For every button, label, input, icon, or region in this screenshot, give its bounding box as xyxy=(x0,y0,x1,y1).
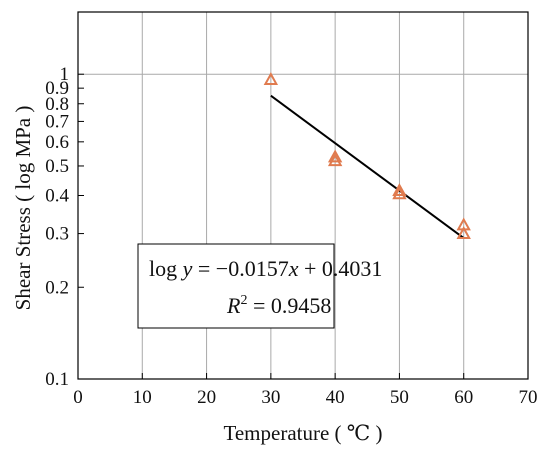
x-tick-label: 0 xyxy=(73,387,83,408)
fit-line-group xyxy=(270,94,465,239)
eq-coefficient: = −0.0157 xyxy=(192,256,288,281)
y-tick-label: 0.8 xyxy=(45,94,69,115)
x-tick-label: 30 xyxy=(261,387,280,408)
r2-value: = 0.9458 xyxy=(247,293,331,318)
y-tick-label: 0.6 xyxy=(45,132,69,153)
y-axis-ticks: 0.1 0.2 0.3 0.4 0.5 0.60.70.80.91 xyxy=(45,64,84,390)
data-point-triangle xyxy=(327,153,343,167)
data-point-triangle xyxy=(327,149,343,163)
x-tick-label: 50 xyxy=(390,387,409,408)
equation-box: log y = −0.0157x + 0.4031 R2 = 0.9458 xyxy=(137,243,382,329)
eq-log: log xyxy=(149,256,177,281)
data-point-triangle xyxy=(392,183,407,197)
x-tick-label: 70 xyxy=(519,387,538,408)
y-axis-title: Shear Stress ( log MPa ) xyxy=(11,106,35,311)
x-axis-title: Temperature ( ℃ ) xyxy=(223,421,382,445)
data-point-triangle xyxy=(456,217,471,231)
eq-y: y xyxy=(181,256,193,281)
regression-line xyxy=(270,94,465,239)
y-tick-label: 0.9 xyxy=(45,78,69,99)
y-tick-label: 0.3 xyxy=(45,224,69,245)
regression-equation: log y = −0.0157x + 0.4031 xyxy=(149,256,382,281)
data-point-triangle xyxy=(456,226,471,239)
y-tick-label: 1 xyxy=(60,64,70,85)
x-axis-ticks: 0 10 20 30 40 50 60 70 xyxy=(73,373,538,408)
y-tick-label: 0.5 xyxy=(45,156,69,177)
x-tick-label: 20 xyxy=(197,387,216,408)
eq-x: x xyxy=(288,256,299,281)
r-squared: R2 = 0.9458 xyxy=(226,293,331,318)
data-point-triangle xyxy=(263,72,279,86)
x-tick-label: 10 xyxy=(133,387,152,408)
x-tick-label: 60 xyxy=(454,387,473,408)
y-tick-label: 0.4 xyxy=(45,186,69,207)
r2-exponent: 2 xyxy=(240,293,247,308)
r2-symbol: R xyxy=(226,293,241,318)
y-tick-label: 0.1 xyxy=(45,369,69,390)
y-tick-label: 0.7 xyxy=(45,111,69,132)
x-tick-label: 40 xyxy=(326,387,345,408)
y-tick-label: 0.2 xyxy=(45,277,69,298)
eq-intercept: + 0.4031 xyxy=(298,256,382,281)
data-points xyxy=(263,72,471,239)
data-point-triangle xyxy=(392,186,407,200)
equation-box-border xyxy=(137,243,335,329)
